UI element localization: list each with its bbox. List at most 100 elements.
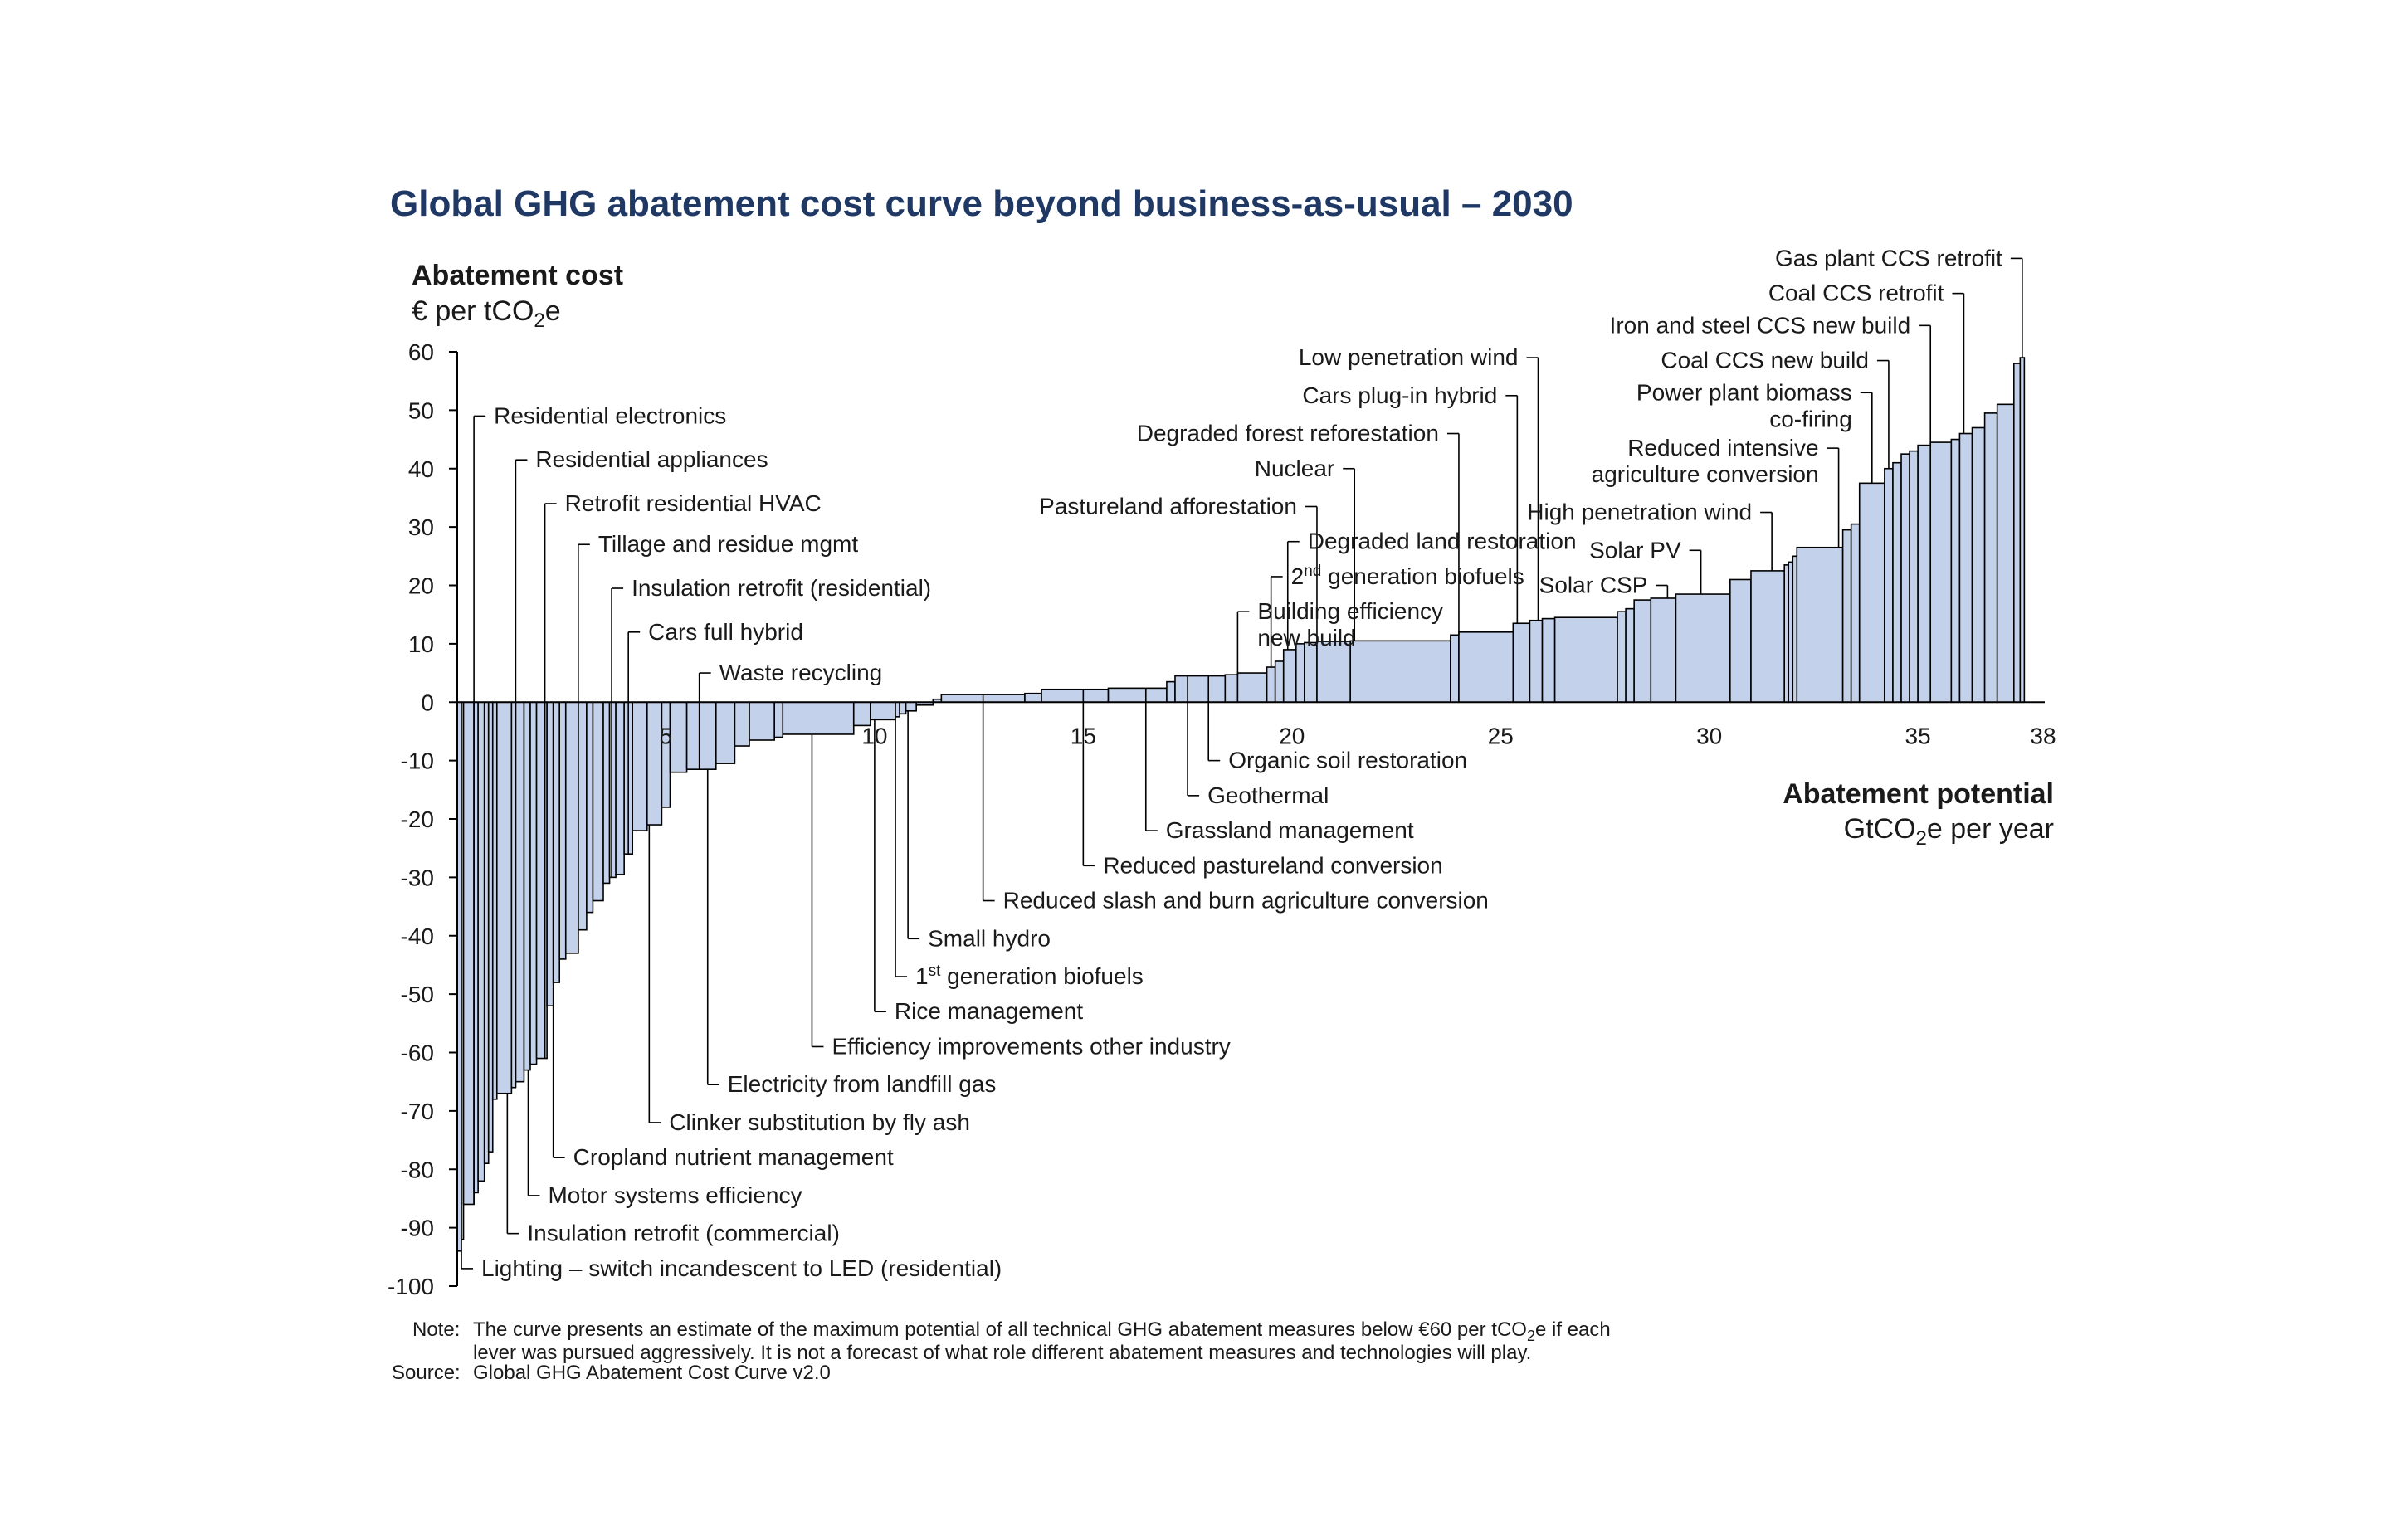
lever-label: Tillage and residue mgmt xyxy=(598,531,859,557)
y-tick-label: 60 xyxy=(408,339,434,365)
y-tick-label: -30 xyxy=(401,865,434,890)
cost-curve-bar xyxy=(1541,617,1556,704)
cost-curve-bar xyxy=(1983,412,1998,704)
note-line-2: lever was pursued aggressively. It is no… xyxy=(473,1342,1531,1364)
cost-curve-bar xyxy=(870,701,896,721)
y-tick-label: -10 xyxy=(401,748,434,774)
y-tick-label: -60 xyxy=(401,1040,434,1066)
cost-curve-bar xyxy=(523,701,531,1071)
lever-label: Organic soil restoration xyxy=(1228,748,1467,773)
cost-curve-bar xyxy=(773,701,784,738)
cost-curve-bar xyxy=(1675,593,1731,704)
cost-curve-bar xyxy=(1349,640,1451,704)
y-tick-label: -70 xyxy=(401,1099,434,1124)
lever-label: Degraded land restoration xyxy=(1308,529,1577,554)
cost-curve-bar xyxy=(1617,611,1627,704)
y-tick-label: 10 xyxy=(408,631,434,657)
cost-curve-bar xyxy=(1900,453,1910,704)
cost-curve-bar xyxy=(1304,641,1318,704)
cost-curve-bar xyxy=(2012,363,2022,704)
cost-curve-bar xyxy=(852,701,871,727)
lever-label: Reduced intensive xyxy=(1627,435,1818,461)
cost-curve-bar xyxy=(1950,438,1961,704)
y-tick-label: -50 xyxy=(401,982,434,1007)
y-axis-label: Abatement cost xyxy=(412,260,623,291)
lever-label: 1st generation biofuels xyxy=(915,962,1144,989)
cost-curve-bar xyxy=(1909,450,1919,704)
cost-curve-bar xyxy=(1796,546,1844,704)
cost-curve-bar xyxy=(782,701,855,735)
cost-curve-bar xyxy=(529,701,538,1065)
lever-label: Insulation retrofit (commercial) xyxy=(527,1221,840,1246)
lever-label: High penetration wind xyxy=(1527,500,1752,525)
cost-curve-bar xyxy=(661,701,671,808)
cost-curve-bar xyxy=(1274,660,1285,704)
cost-curve-bar xyxy=(592,701,604,902)
cost-curve-bar xyxy=(646,701,663,826)
cost-curve-bar xyxy=(546,701,554,1007)
cost-curve-bar xyxy=(2019,357,2026,704)
lever-label: Clinker substitution by fly ash xyxy=(669,1109,970,1135)
lever-label: Retrofit residential HVAC xyxy=(565,490,822,516)
y-tick-label: -80 xyxy=(401,1157,434,1182)
lever-label: Residential electronics xyxy=(494,402,726,428)
lever-label: Small hydro xyxy=(928,925,1051,951)
lever-label: Cars full hybrid xyxy=(648,619,803,645)
cost-curve-bar xyxy=(1929,441,1953,704)
cost-curve-bar xyxy=(1625,607,1635,704)
cost-curve-bar xyxy=(1841,529,1852,704)
cost-curve-bar xyxy=(608,701,617,879)
lever-label: Efficiency improvements other industry xyxy=(832,1033,1230,1059)
lever-label: Building efficiency xyxy=(1257,598,1443,624)
y-tick-label: -100 xyxy=(388,1274,434,1299)
cost-curve-bar xyxy=(515,701,525,1083)
cost-curve-bar xyxy=(1458,631,1514,704)
lever-label: Rice management xyxy=(895,998,1083,1024)
x-tick-label: 20 xyxy=(1279,723,1305,748)
cost-curve-bar xyxy=(564,701,579,954)
x-axis-label: Abatement potential xyxy=(1783,778,2054,810)
lever-label: Power plant biomass xyxy=(1636,379,1852,405)
cost-curve-bar xyxy=(1224,674,1239,704)
cost-curve-bar xyxy=(905,701,917,712)
cost-curve-bar xyxy=(552,701,561,983)
lever-label: Degraded forest reforestation xyxy=(1137,421,1439,446)
x-tick-label: 38 xyxy=(2030,723,2056,748)
x-tick-label: 25 xyxy=(1488,723,1514,748)
lever-label-line2: new build xyxy=(1257,625,1355,651)
x-axis-unit: GtCO2e per year xyxy=(1844,813,2054,850)
lever-label: Electricity from landfill gas xyxy=(728,1071,997,1097)
cost-curve-bar xyxy=(632,701,648,831)
leader-lines-layer xyxy=(461,257,2023,1270)
y-tick-label: -40 xyxy=(401,924,434,949)
y-tick-label: -90 xyxy=(401,1216,434,1241)
lever-label: 2nd generation biofuels xyxy=(1291,563,1524,589)
cost-curve-bar xyxy=(1650,597,1677,704)
cost-curve-bar xyxy=(1892,461,1902,704)
lever-label: Coal CCS retrofit xyxy=(1768,280,1944,306)
cost-curve-bar xyxy=(1316,641,1351,704)
cost-curve-bar xyxy=(669,701,688,773)
lever-label: Cropland nutrient management xyxy=(573,1144,894,1170)
lever-label: Reduced slash and burn agriculture conve… xyxy=(1003,888,1489,914)
cost-curve-bar xyxy=(558,701,567,960)
cost-curve-bar xyxy=(586,701,594,914)
cost-curve-bar xyxy=(1041,688,1110,704)
lever-label: Coal CCS new build xyxy=(1661,348,1869,373)
cost-curve-bar xyxy=(1858,482,1885,704)
cost-curve-bar xyxy=(1633,599,1652,704)
cost-curve-bar xyxy=(1174,675,1227,704)
cost-curve-bar xyxy=(1529,619,1544,704)
lever-labels-layer: Residential electronics Residential appli… xyxy=(481,245,2002,1280)
chart-title: Global GHG abatement cost curve beyond b… xyxy=(390,183,1573,224)
x-tick-label: 35 xyxy=(1905,723,1931,748)
lever-label: Gas plant CCS retrofit xyxy=(1775,245,2002,270)
x-tick-label: 30 xyxy=(1696,723,1722,748)
cost-curve-bar xyxy=(615,701,625,875)
cost-curve-bar xyxy=(1107,687,1168,704)
cost-curve-bar xyxy=(1750,570,1786,704)
cost-curve-bar xyxy=(1554,616,1618,704)
lever-label-line2: agriculture conversion xyxy=(1592,461,1819,487)
y-axis-unit: € per tCO2e xyxy=(412,295,561,332)
